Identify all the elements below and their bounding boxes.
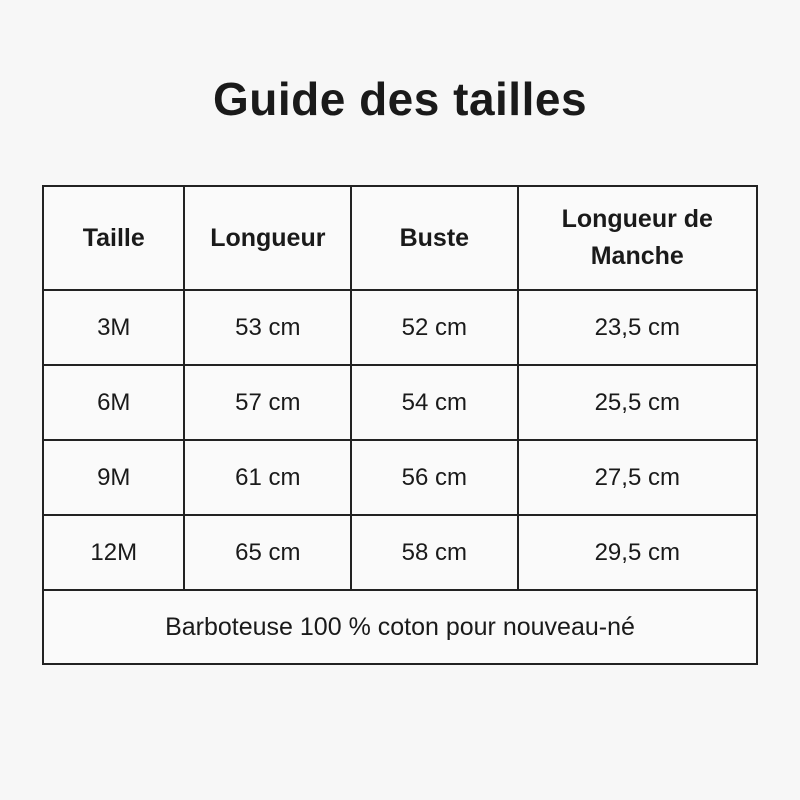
cell-longueur: 61 cm xyxy=(183,439,353,516)
table-row: 12M 65 cm 58 cm 29,5 cm xyxy=(41,514,759,591)
product-note: Barboteuse 100 % coton pour nouveau-né xyxy=(42,589,758,665)
header-longueur: Longueur xyxy=(183,185,353,291)
cell-longueur: 57 cm xyxy=(183,364,353,441)
cell-buste: 54 cm xyxy=(350,364,519,441)
cell-taille: 6M xyxy=(41,364,186,441)
cell-longueur: 65 cm xyxy=(183,514,353,591)
table-header-row: Taille Longueur Buste Longueur de Manche xyxy=(41,185,759,291)
cell-buste: 58 cm xyxy=(350,514,519,591)
table-row: 6M 57 cm 54 cm 25,5 cm xyxy=(41,364,759,441)
cell-manche: 27,5 cm xyxy=(516,439,759,516)
cell-buste: 56 cm xyxy=(350,439,519,516)
cell-taille: 9M xyxy=(41,439,186,516)
table-row: 3M 53 cm 52 cm 23,5 cm xyxy=(41,289,759,366)
cell-taille: 12M xyxy=(41,514,186,591)
header-taille: Taille xyxy=(41,185,186,291)
cell-manche: 23,5 cm xyxy=(516,289,759,366)
table-footer-row: Barboteuse 100 % coton pour nouveau-né xyxy=(42,589,758,665)
cell-longueur: 53 cm xyxy=(183,289,353,366)
cell-buste: 52 cm xyxy=(350,289,519,366)
table-row: 9M 61 cm 56 cm 27,5 cm xyxy=(41,439,759,516)
header-longueur-manche: Longueur de Manche xyxy=(516,185,759,291)
header-buste: Buste xyxy=(350,185,519,291)
page-title: Guide des tailles xyxy=(212,73,588,125)
cell-manche: 25,5 cm xyxy=(516,364,759,441)
cell-taille: 3M xyxy=(41,289,186,366)
cell-manche: 29,5 cm xyxy=(516,514,759,591)
size-table: Taille Longueur Buste Longueur de Manche… xyxy=(41,185,759,665)
